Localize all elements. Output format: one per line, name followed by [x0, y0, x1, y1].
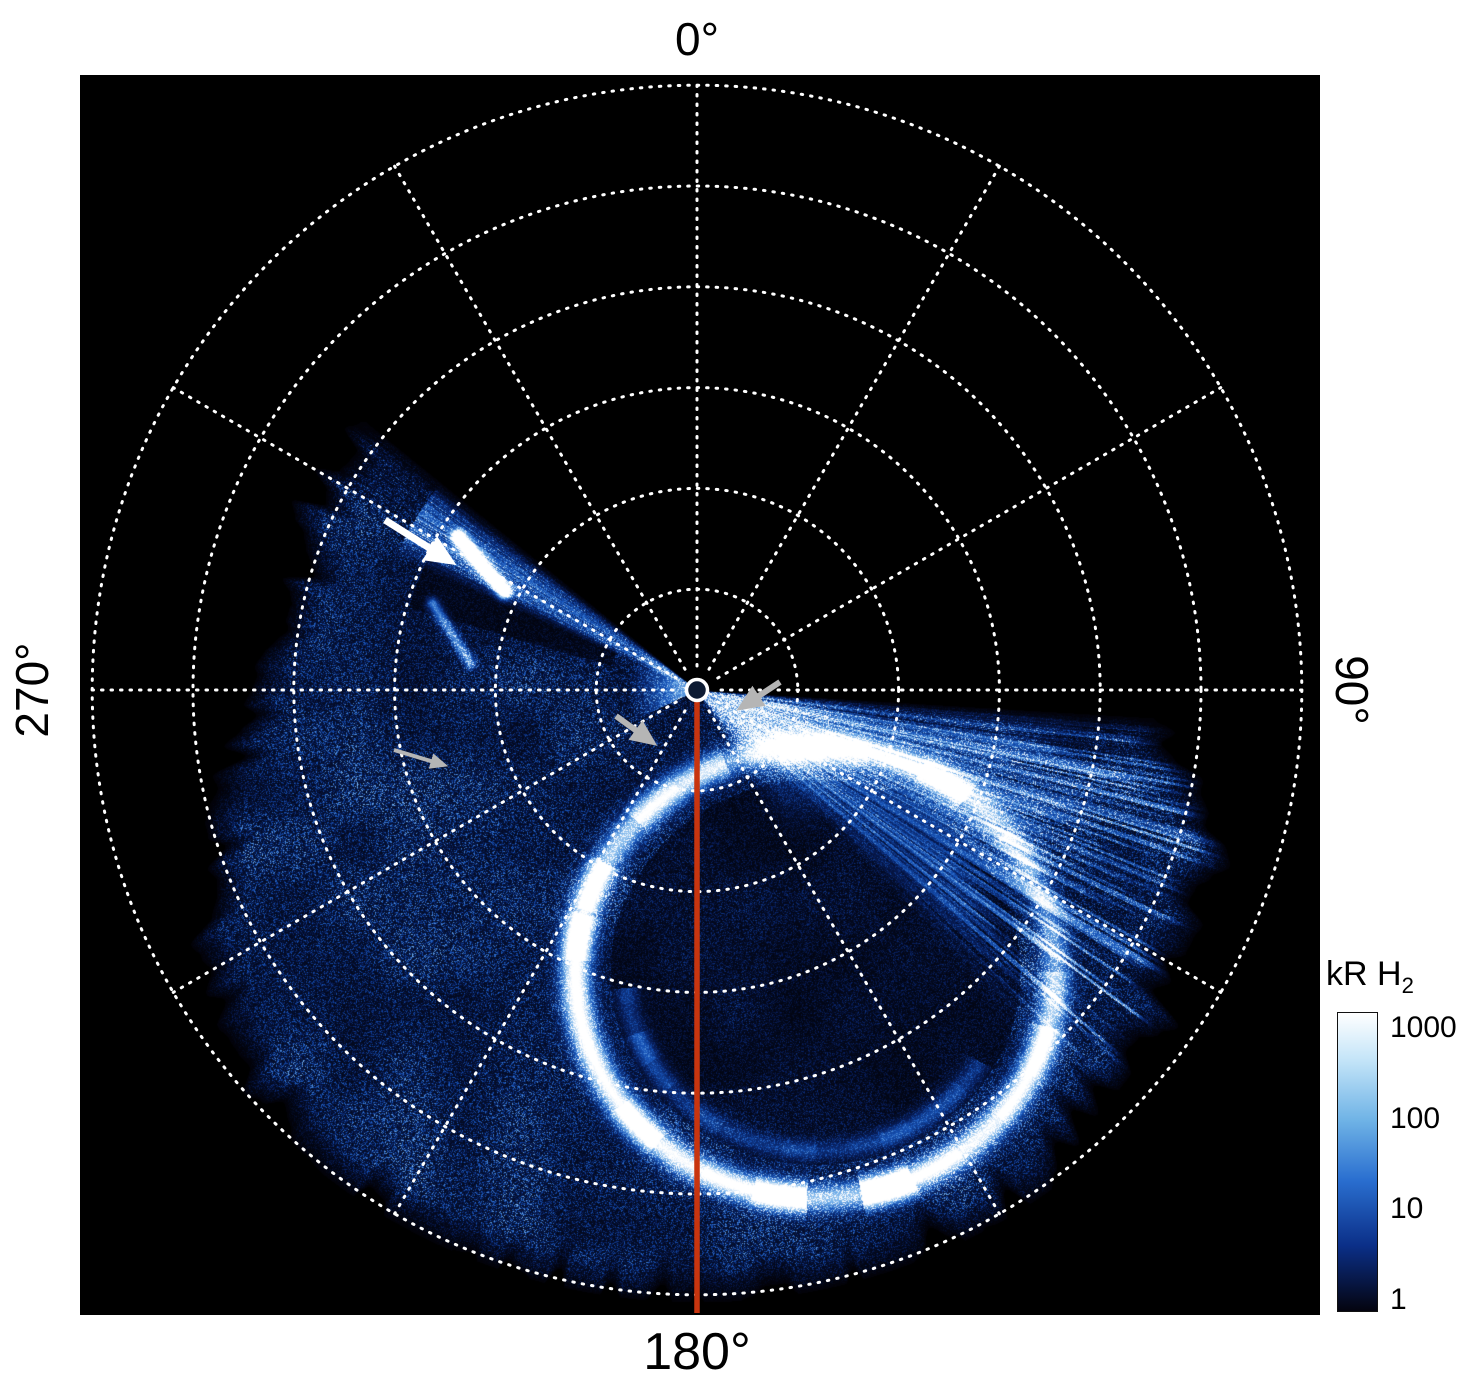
colorbar-title: kR H2 [1326, 955, 1414, 999]
colorbar-tick-label: 10 [1390, 1192, 1424, 1226]
colorbar-ticks: 1000 100 10 1 [1390, 1011, 1480, 1316]
angle-label-90: 90° [1326, 655, 1378, 725]
angle-label-270: 270° [6, 642, 58, 738]
colorbar-tick-label: 100 [1390, 1101, 1441, 1135]
colorbar-tick-label: 1 [1390, 1283, 1407, 1316]
plot-area [80, 75, 1320, 1315]
aurora-emission-map [80, 75, 1320, 1315]
angle-label-180: 180° [643, 1323, 751, 1381]
colorbar-title-text: kR H [1326, 955, 1402, 993]
angle-label-0: 0° [675, 13, 719, 65]
colorbar-title-subscript: 2 [1401, 972, 1414, 998]
colorbar-tick-label: 1000 [1390, 1011, 1457, 1044]
colorbar-gradient [1337, 1012, 1378, 1312]
